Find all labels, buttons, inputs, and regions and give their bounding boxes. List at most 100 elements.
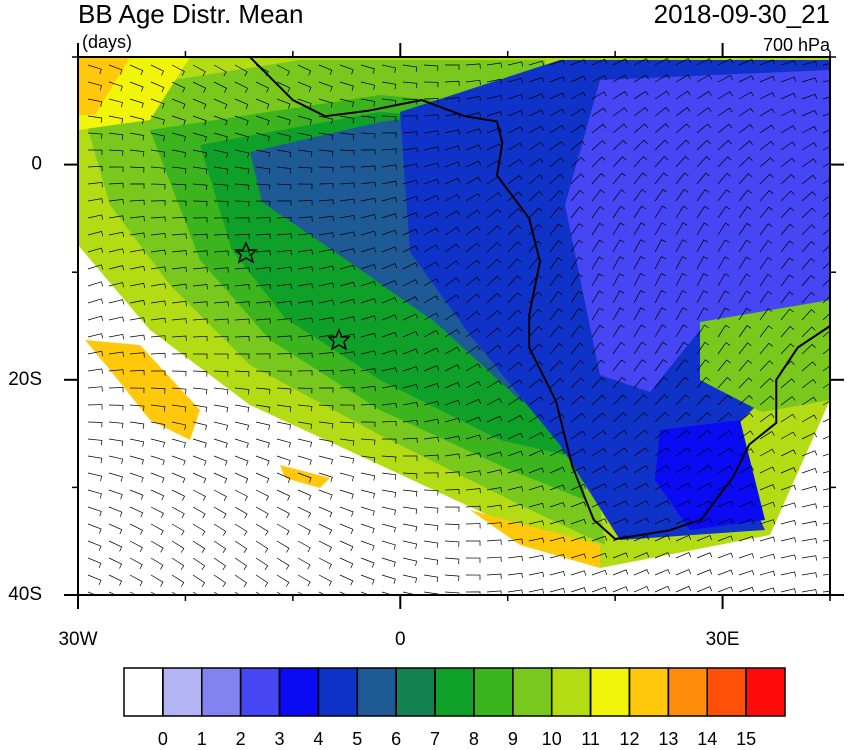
wind-barb	[528, 125, 544, 134]
wind-barb	[318, 115, 334, 125]
wind-barb	[87, 455, 103, 464]
wind-barb	[696, 447, 712, 457]
wind-barb	[528, 502, 545, 509]
wind-barb	[717, 140, 732, 151]
wind-barb	[675, 411, 690, 423]
wind-barb	[528, 76, 545, 83]
wind-barb	[339, 386, 355, 393]
wind-barb	[654, 411, 669, 423]
wind-barb	[612, 482, 628, 491]
wind-barb	[423, 436, 439, 443]
wind-barb	[780, 396, 796, 406]
wind-barb	[318, 404, 334, 411]
wind-barb	[297, 540, 311, 553]
wind-barb	[213, 455, 228, 466]
wind-barb	[402, 557, 418, 567]
wind-barb	[150, 506, 164, 518]
wind-barb	[780, 502, 797, 508]
wind-barb	[486, 95, 503, 101]
wind-barb	[696, 586, 713, 593]
wind-barb	[549, 413, 565, 423]
wind-barb	[276, 421, 292, 430]
wind-barb	[318, 472, 333, 483]
wind-barb	[759, 59, 776, 66]
wind-barb	[234, 455, 249, 466]
wind-barb	[87, 438, 103, 446]
wind-barb	[507, 275, 522, 287]
wind-barb	[570, 570, 587, 576]
wind-barb	[696, 569, 713, 576]
wind-barb	[150, 300, 166, 306]
wind-barb	[276, 98, 291, 109]
wind-barb	[654, 74, 670, 83]
wind-barb	[549, 378, 564, 389]
wind-barb	[192, 472, 207, 484]
wind-barb	[150, 317, 166, 324]
wind-barb	[675, 256, 687, 270]
wind-barb	[822, 522, 830, 525]
wind-barb	[339, 64, 354, 75]
wind-barb	[213, 404, 229, 413]
wind-barb	[549, 274, 563, 287]
wind-barb	[507, 309, 522, 321]
wind-barb	[654, 500, 671, 508]
wind-barb	[780, 60, 797, 66]
wind-barb	[87, 198, 103, 204]
wind-barb	[318, 334, 334, 340]
wind-barb	[822, 382, 830, 389]
wind-barb	[465, 488, 481, 494]
colorbar-label: 5	[352, 729, 362, 749]
wind-barb	[381, 81, 397, 90]
wind-barb	[360, 472, 376, 481]
wind-barb	[255, 132, 270, 142]
wind-barb	[465, 96, 482, 102]
wind-barb	[444, 80, 460, 87]
wind-barb	[822, 590, 830, 593]
wind-barb	[822, 261, 830, 270]
wind-barb	[87, 472, 103, 481]
wind-barb	[129, 166, 145, 173]
wind-barb	[402, 540, 418, 549]
wind-barb	[717, 535, 734, 542]
wind-barb	[591, 239, 604, 253]
wind-barb	[339, 438, 355, 446]
wind-barb	[717, 552, 734, 559]
wind-barb	[381, 196, 398, 203]
wind-barb	[234, 353, 250, 359]
wind-barb	[423, 330, 439, 338]
wind-barb	[276, 370, 292, 377]
wind-barb	[87, 132, 103, 139]
wind-barb	[780, 257, 794, 270]
wind-barb	[171, 540, 185, 553]
wind-barb	[465, 434, 482, 440]
wind-barb	[171, 438, 186, 448]
wind-barb	[360, 574, 375, 585]
wind-barb	[87, 386, 103, 392]
wind-barb	[318, 265, 335, 271]
wind-barb	[570, 587, 587, 593]
wind-barb	[654, 552, 671, 559]
wind-barb	[255, 81, 270, 93]
wind-barb	[381, 148, 397, 154]
wind-barb	[738, 189, 752, 202]
wind-barb	[507, 486, 524, 492]
wind-barb	[339, 506, 354, 517]
wind-barb	[801, 432, 818, 440]
wind-barb	[297, 557, 311, 570]
wind-barb	[150, 183, 166, 190]
wind-barb	[570, 483, 587, 491]
wind-barb	[696, 429, 712, 440]
wind-barb	[759, 157, 774, 168]
wind-barb	[129, 387, 145, 394]
wind-barb	[360, 181, 376, 187]
wind-barb	[423, 98, 439, 104]
colorbar-label: 12	[619, 729, 639, 749]
wind-barb	[234, 166, 250, 174]
wind-barb	[612, 91, 628, 100]
field-region	[700, 300, 830, 412]
wind-barb	[570, 290, 583, 304]
wind-barb	[255, 98, 270, 110]
wind-barb	[360, 149, 376, 155]
wind-barb	[612, 156, 627, 168]
wind-barb	[633, 156, 648, 168]
